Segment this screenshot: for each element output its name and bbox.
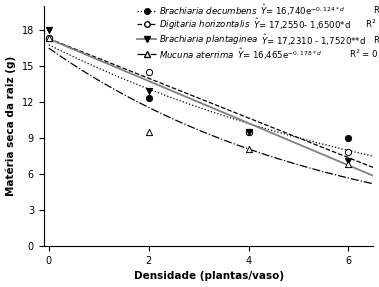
Point [46, 36, 52, 40]
Point [246, 146, 252, 151]
Text: R$^2$ = 0,95*: R$^2$ = 0,95* [373, 4, 379, 17]
Point [345, 158, 351, 163]
Text: $\hat{Y}$= 16,465e$^{-0,178*d}$: $\hat{Y}$= 16,465e$^{-0,178*d}$ [237, 46, 323, 62]
Text: R$^2$ = 0,91*: R$^2$ = 0,91* [349, 47, 379, 61]
Point [146, 89, 152, 93]
Text: R$^2$ = 0,96*: R$^2$ = 0,96* [365, 18, 379, 31]
Point [246, 129, 252, 134]
Point [246, 129, 252, 134]
Point [345, 150, 351, 155]
Point [46, 36, 52, 40]
Legend: $\it{Brachiaria\ decumbens}$, $\it{Digitaria\ horizontalis}$, $\it{Brachiaria\ p: $\it{Brachiaria\ decumbens}$, $\it{Digit… [137, 5, 258, 59]
Point [146, 96, 152, 100]
X-axis label: Densidade (plantas/vaso): Densidade (plantas/vaso) [133, 272, 283, 282]
Point [246, 129, 252, 134]
Text: $\hat{Y}$= 17,2310 - 1,7520**d: $\hat{Y}$= 17,2310 - 1,7520**d [261, 32, 366, 48]
Y-axis label: Matéria seca da raiz (g): Matéria seca da raiz (g) [6, 56, 16, 196]
Text: R$^2$ = 0,98**: R$^2$ = 0,98** [373, 33, 379, 46]
Point [46, 27, 52, 32]
Text: $\hat{Y}$= 16,740e$^{-0,124*d}$: $\hat{Y}$= 16,740e$^{-0,124*d}$ [260, 3, 346, 18]
Point [345, 135, 351, 140]
Point [46, 36, 52, 40]
Text: $\hat{Y}$= 17,2550- 1,6500*d: $\hat{Y}$= 17,2550- 1,6500*d [253, 17, 351, 32]
Point [146, 69, 152, 74]
Point [345, 162, 351, 167]
Point [146, 129, 152, 134]
